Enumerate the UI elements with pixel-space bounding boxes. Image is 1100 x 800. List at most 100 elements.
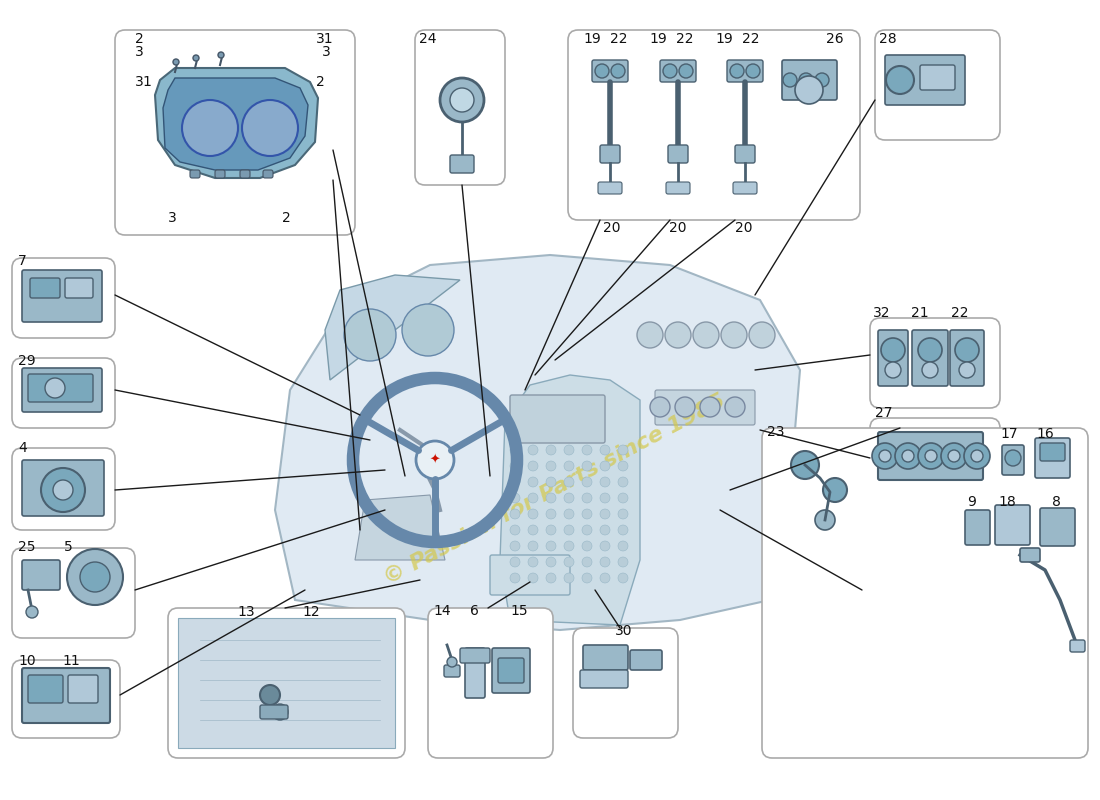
FancyBboxPatch shape — [30, 278, 60, 298]
Circle shape — [902, 450, 914, 462]
Text: 2: 2 — [282, 211, 290, 225]
Circle shape — [600, 493, 610, 503]
Circle shape — [510, 557, 520, 567]
Circle shape — [582, 573, 592, 583]
Circle shape — [663, 64, 676, 78]
FancyBboxPatch shape — [886, 55, 965, 105]
Circle shape — [693, 322, 719, 348]
Circle shape — [637, 322, 663, 348]
Circle shape — [618, 461, 628, 471]
Circle shape — [886, 362, 901, 378]
FancyBboxPatch shape — [460, 648, 490, 663]
Circle shape — [53, 480, 73, 500]
Circle shape — [618, 541, 628, 551]
Text: 27: 27 — [874, 406, 892, 420]
Circle shape — [182, 100, 238, 156]
Polygon shape — [500, 375, 640, 625]
Circle shape — [879, 450, 891, 462]
Circle shape — [510, 573, 520, 583]
Text: 8: 8 — [1052, 495, 1060, 509]
FancyBboxPatch shape — [573, 628, 678, 738]
Text: 26: 26 — [826, 32, 844, 46]
FancyBboxPatch shape — [912, 330, 948, 386]
Polygon shape — [275, 255, 800, 630]
Circle shape — [582, 509, 592, 519]
Text: 3: 3 — [135, 75, 144, 89]
Circle shape — [700, 397, 720, 417]
Circle shape — [971, 450, 983, 462]
Circle shape — [546, 445, 556, 455]
Circle shape — [582, 541, 592, 551]
Circle shape — [610, 64, 625, 78]
Circle shape — [344, 309, 396, 361]
Text: 3: 3 — [168, 211, 177, 225]
FancyBboxPatch shape — [28, 374, 94, 402]
Circle shape — [564, 493, 574, 503]
Text: 20: 20 — [669, 221, 686, 235]
Circle shape — [510, 525, 520, 535]
Text: 22: 22 — [952, 306, 968, 320]
FancyBboxPatch shape — [580, 670, 628, 688]
Circle shape — [510, 541, 520, 551]
Circle shape — [510, 477, 520, 487]
Text: 25: 25 — [18, 540, 35, 554]
Circle shape — [815, 510, 835, 530]
FancyBboxPatch shape — [735, 145, 755, 163]
Circle shape — [546, 573, 556, 583]
Text: 1: 1 — [142, 75, 151, 89]
Circle shape — [666, 322, 691, 348]
FancyBboxPatch shape — [22, 460, 104, 516]
Circle shape — [582, 525, 592, 535]
Text: ✦: ✦ — [430, 454, 440, 466]
Text: 9: 9 — [967, 495, 976, 509]
Circle shape — [940, 443, 967, 469]
Text: 19: 19 — [715, 32, 733, 46]
Text: 20: 20 — [735, 221, 752, 235]
Circle shape — [582, 557, 592, 567]
Circle shape — [675, 397, 695, 417]
Circle shape — [528, 461, 538, 471]
Text: 22: 22 — [742, 32, 759, 46]
FancyBboxPatch shape — [12, 358, 116, 428]
Text: 2: 2 — [135, 32, 144, 46]
Text: 22: 22 — [676, 32, 693, 46]
Circle shape — [918, 443, 944, 469]
FancyBboxPatch shape — [782, 60, 837, 100]
Text: 19: 19 — [649, 32, 667, 46]
Text: 10: 10 — [18, 654, 35, 668]
FancyBboxPatch shape — [415, 30, 505, 185]
Circle shape — [582, 493, 592, 503]
FancyBboxPatch shape — [28, 675, 63, 703]
Circle shape — [730, 64, 744, 78]
Circle shape — [791, 451, 820, 479]
Circle shape — [242, 100, 298, 156]
Text: 17: 17 — [1000, 427, 1018, 441]
Circle shape — [872, 443, 898, 469]
FancyBboxPatch shape — [654, 390, 755, 425]
Circle shape — [618, 509, 628, 519]
FancyBboxPatch shape — [444, 665, 460, 677]
Circle shape — [955, 338, 979, 362]
FancyBboxPatch shape — [950, 330, 984, 386]
FancyBboxPatch shape — [68, 675, 98, 703]
FancyBboxPatch shape — [240, 170, 250, 178]
Polygon shape — [355, 495, 446, 560]
FancyBboxPatch shape — [870, 418, 1000, 500]
Text: 23: 23 — [767, 425, 784, 439]
Circle shape — [749, 322, 775, 348]
Circle shape — [528, 557, 538, 567]
Circle shape — [402, 304, 454, 356]
FancyBboxPatch shape — [878, 330, 908, 386]
FancyBboxPatch shape — [263, 170, 273, 178]
Circle shape — [595, 64, 609, 78]
Circle shape — [582, 477, 592, 487]
Circle shape — [272, 704, 288, 720]
Polygon shape — [178, 618, 395, 748]
FancyBboxPatch shape — [568, 30, 860, 220]
FancyBboxPatch shape — [598, 182, 622, 194]
Circle shape — [600, 461, 610, 471]
Circle shape — [41, 468, 85, 512]
Circle shape — [510, 509, 520, 519]
Text: 18: 18 — [998, 495, 1015, 509]
Polygon shape — [155, 68, 318, 178]
